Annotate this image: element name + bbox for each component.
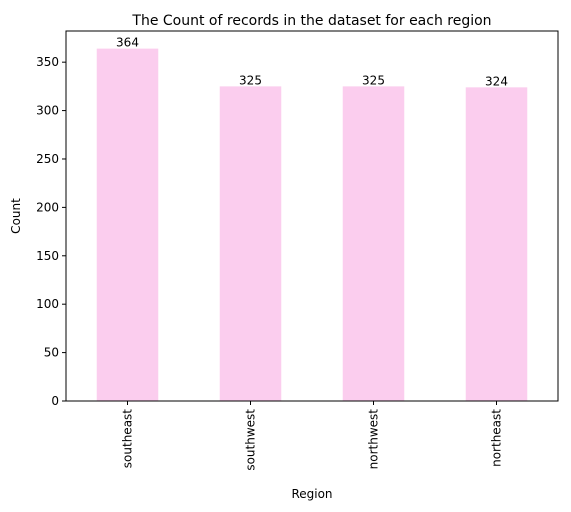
y-tick-label-250: 250: [36, 152, 59, 166]
x-tick-label-northwest: northwest: [367, 409, 381, 470]
x-tick-label-southeast: southeast: [121, 409, 135, 468]
bar-northwest: [342, 86, 405, 402]
chart-title: The Count of records in the dataset for …: [131, 13, 491, 29]
data-label-southwest: 325: [239, 73, 262, 87]
y-tick-label-150: 150: [36, 249, 59, 263]
data-label-northeast: 324: [485, 74, 508, 88]
bar-southeast: [96, 48, 159, 401]
data-label-northwest: 325: [362, 73, 385, 87]
y-tick-label-350: 350: [36, 55, 59, 69]
x-tick-label-southwest: southwest: [244, 409, 258, 471]
bar-northeast: [465, 87, 528, 402]
x-axis-label: Region: [291, 487, 332, 501]
data-label-southeast: 364: [116, 36, 139, 50]
y-tick-label-300: 300: [36, 104, 59, 118]
y-tick-label-200: 200: [36, 200, 59, 214]
plot-area-frame: [65, 30, 559, 402]
y-tick-label-0: 0: [51, 394, 59, 408]
x-tick-label-northeast: northeast: [490, 409, 504, 467]
y-tick-label-50: 50: [44, 346, 59, 360]
y-axis-label: Count: [9, 198, 23, 234]
bar-southwest: [219, 86, 282, 402]
y-tick-label-100: 100: [36, 297, 59, 311]
